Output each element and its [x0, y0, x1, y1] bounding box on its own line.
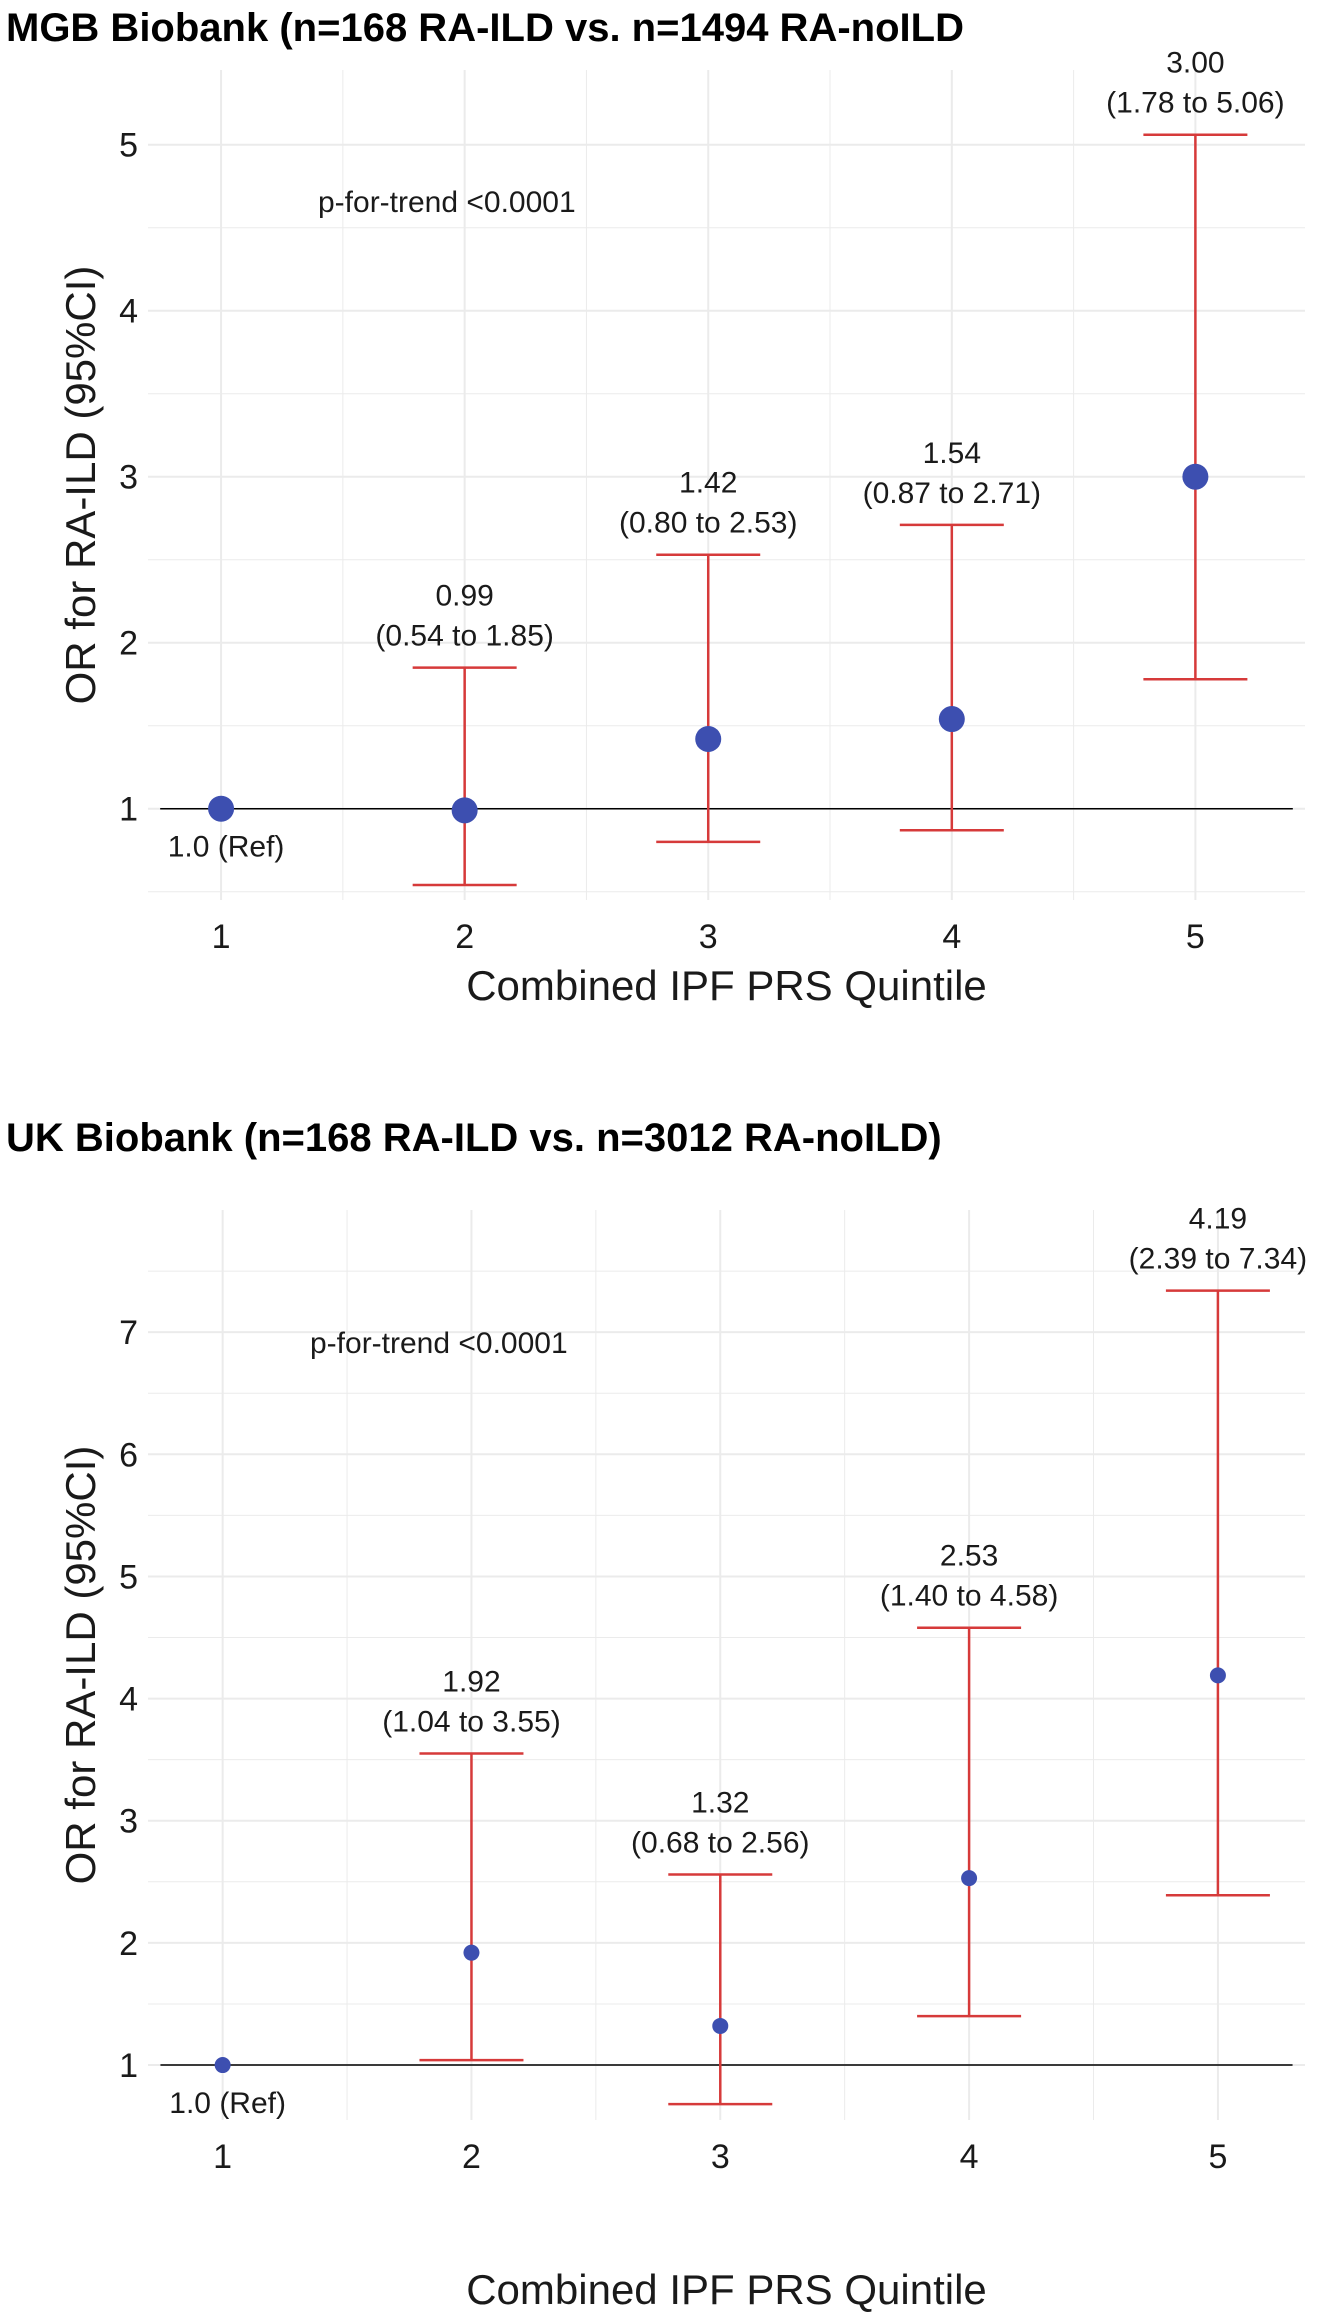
x-tick-label: 4 — [942, 918, 961, 956]
ci-label: (1.40 to 4.58) — [880, 1580, 1058, 1613]
ci-label: (1.78 to 5.06) — [1106, 87, 1284, 120]
or-label: 2.53 — [940, 1540, 998, 1573]
y-tick-label: 1 — [119, 791, 138, 829]
x-tick-label: 3 — [711, 2138, 730, 2176]
ci-label: (0.68 to 2.56) — [631, 1826, 809, 1859]
or-label: 1.32 — [691, 1786, 749, 1819]
data-point — [214, 2057, 231, 2074]
chart-svg-ukb: 1 2 3 4 5 6 7 1 2 3 4 5 Combined IPF PRS Quintile OR … — [57, 1203, 1307, 2313]
ci-label: (0.87 to 2.71) — [863, 477, 1041, 510]
or-label: 3.00 — [1166, 47, 1224, 80]
y-tick-label: 5 — [119, 127, 138, 165]
y-tick-label: 1 — [119, 2047, 138, 2085]
chart-title: UK Biobank (n=168 RA-ILD vs. n=3012 RA-n… — [6, 1116, 942, 1160]
chart-title: MGB Biobank (n=168 RA-ILD vs. n=1494 RA-… — [6, 6, 964, 50]
x-axis-label: Combined IPF PRS Quintile — [466, 962, 987, 1009]
data-point — [451, 797, 478, 824]
x-tick-label: 2 — [462, 2138, 481, 2176]
y-axis-label: OR for RA-ILD (95%CI) — [57, 1446, 104, 1885]
data-point — [208, 795, 235, 822]
y-tick-label: 2 — [119, 1925, 138, 1963]
y-tick-label: 4 — [119, 1681, 138, 1719]
y-tick-label: 5 — [119, 1558, 138, 1596]
y-tick-label: 3 — [119, 1803, 138, 1841]
ci-label: (0.54 to 1.85) — [375, 620, 553, 653]
x-tick-label: 2 — [455, 918, 474, 956]
ref-label: 1.0 (Ref) — [169, 2087, 286, 2120]
or-label: 0.99 — [435, 580, 493, 613]
x-tick-label: 5 — [1208, 2138, 1227, 2176]
x-tick-label: 1 — [212, 918, 231, 956]
ci-label: (1.04 to 3.55) — [382, 1706, 560, 1739]
p-trend-annotation: p-for-trend <0.0001 — [310, 1327, 568, 1360]
x-tick-label: 3 — [699, 918, 718, 956]
x-tick-label: 1 — [213, 2138, 232, 2176]
p-trend-annotation: p-for-trend <0.0001 — [318, 186, 576, 219]
data-point — [463, 1944, 480, 1961]
y-tick-label: 7 — [119, 1314, 138, 1352]
ci-label: (2.39 to 7.34) — [1129, 1243, 1307, 1276]
ci-label: (0.80 to 2.53) — [619, 507, 797, 540]
or-label: 4.19 — [1189, 1203, 1247, 1236]
data-point — [938, 706, 965, 733]
data-point — [961, 1870, 978, 1887]
y-axis-label: OR for RA-ILD (95%CI) — [57, 266, 104, 705]
data-point — [712, 2017, 729, 2034]
or-label: 1.42 — [679, 467, 737, 500]
chart-panel-ukb: UK Biobank (n=168 RA-ILD vs. n=3012 RA-n… — [0, 1110, 1336, 2314]
x-axis-label: Combined IPF PRS Quintile — [466, 2266, 987, 2313]
ref-label: 1.0 (Ref) — [168, 831, 285, 864]
chart-svg-mgb: 1 2 3 4 5 1 2 3 4 5 Combined IPF PRS Quintile OR fo… — [57, 47, 1305, 1009]
x-tick-label: 4 — [960, 2138, 979, 2176]
x-tick-label: 5 — [1186, 918, 1205, 956]
y-tick-label: 6 — [119, 1436, 138, 1474]
chart-panel-mgb: MGB Biobank (n=168 RA-ILD vs. n=1494 RA-… — [0, 0, 1336, 1060]
or-label: 1.92 — [442, 1666, 500, 1699]
or-label: 1.54 — [923, 437, 981, 470]
y-tick-label: 3 — [119, 459, 138, 497]
data-point — [1209, 1667, 1226, 1684]
y-tick-label: 2 — [119, 625, 138, 663]
y-tick-label: 4 — [119, 293, 138, 331]
data-point — [1182, 463, 1209, 490]
data-point — [695, 725, 722, 752]
